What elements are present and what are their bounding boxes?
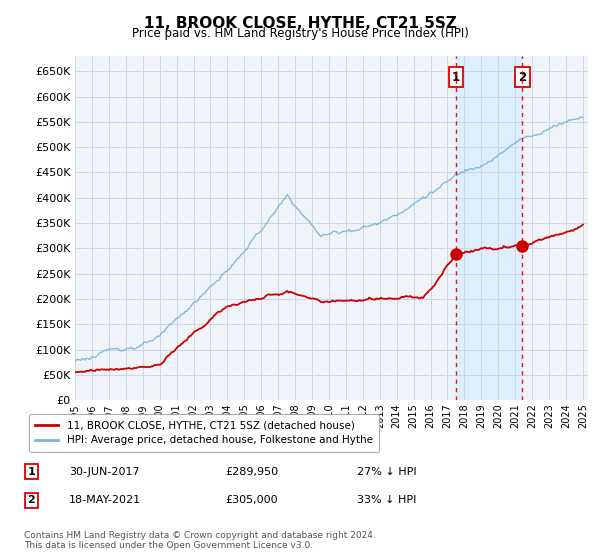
Text: £289,950: £289,950	[225, 466, 278, 477]
Text: Price paid vs. HM Land Registry's House Price Index (HPI): Price paid vs. HM Land Registry's House …	[131, 27, 469, 40]
Text: 27% ↓ HPI: 27% ↓ HPI	[357, 466, 416, 477]
Text: 1: 1	[452, 71, 460, 84]
Text: 30-JUN-2017: 30-JUN-2017	[69, 466, 140, 477]
Bar	[456, 56, 523, 400]
Text: 2: 2	[28, 495, 35, 505]
Legend: 11, BROOK CLOSE, HYTHE, CT21 5SZ (detached house), HPI: Average price, detached : 11, BROOK CLOSE, HYTHE, CT21 5SZ (detach…	[29, 414, 379, 452]
Text: 1: 1	[28, 466, 35, 477]
Text: Contains HM Land Registry data © Crown copyright and database right 2024.
This d: Contains HM Land Registry data © Crown c…	[24, 530, 376, 550]
Text: 11, BROOK CLOSE, HYTHE, CT21 5SZ: 11, BROOK CLOSE, HYTHE, CT21 5SZ	[143, 16, 457, 31]
Text: £305,000: £305,000	[225, 495, 278, 505]
Text: 33% ↓ HPI: 33% ↓ HPI	[357, 495, 416, 505]
Text: 18-MAY-2021: 18-MAY-2021	[69, 495, 141, 505]
Text: 2: 2	[518, 71, 526, 84]
